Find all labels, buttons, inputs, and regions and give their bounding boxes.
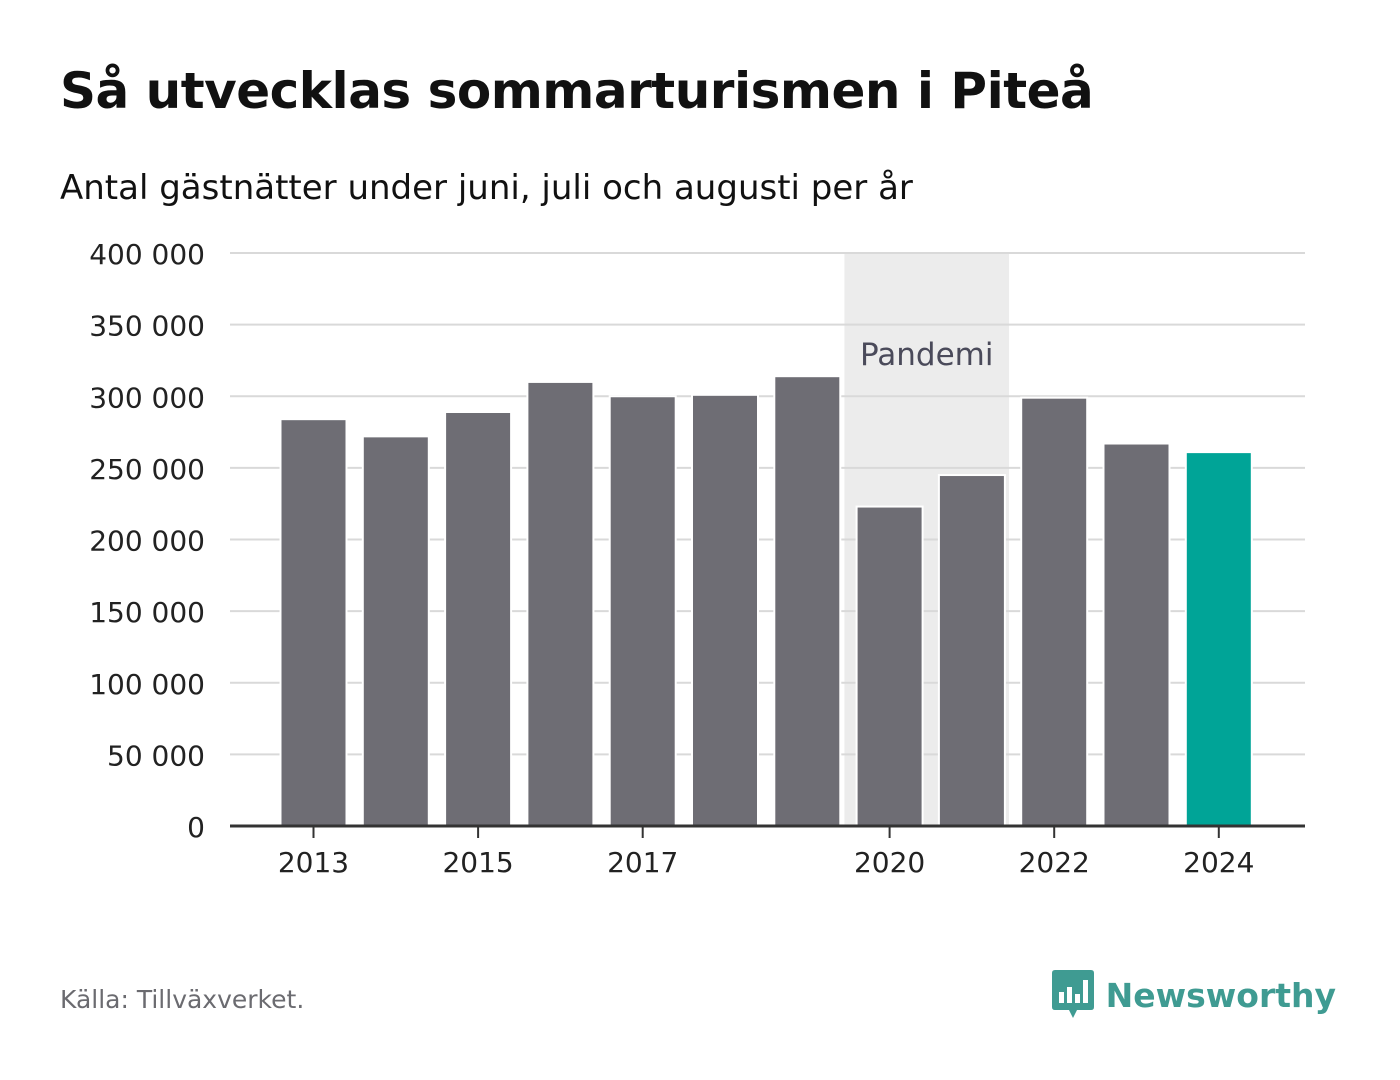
x-tick-label: 2013: [278, 846, 349, 879]
chart-subtitle: Antal gästnätter under juni, juli och au…: [60, 168, 913, 208]
bar-2016: [526, 380, 595, 827]
brand: Newsworthy: [1051, 970, 1336, 1020]
bar-2024: [1184, 451, 1253, 827]
bar-2020: [855, 505, 924, 827]
bar-2013: [279, 418, 348, 827]
newsworthy-logo-icon: [1051, 970, 1094, 1018]
y-tick-label: 300 000: [89, 381, 205, 414]
bar-2018: [691, 393, 759, 827]
y-tick-label: 400 000: [89, 238, 205, 271]
brand-name: Newsworthy: [1105, 975, 1336, 1015]
x-tick-label: 2024: [1183, 846, 1254, 879]
bar-2019: [773, 375, 842, 827]
pandemic-label: Pandemi: [860, 337, 994, 373]
bar-2023: [1102, 442, 1171, 827]
bar-2021: [937, 474, 1006, 827]
chart-title: Så utvecklas sommarturismen i Piteå: [60, 62, 1094, 120]
bar-2015: [444, 411, 513, 827]
y-tick-label: 150 000: [89, 596, 205, 629]
y-tick-label: 200 000: [89, 525, 205, 558]
x-tick-label: 2017: [607, 846, 678, 879]
bar-2017: [608, 395, 677, 827]
y-tick-label: 100 000: [89, 668, 205, 701]
x-tick-label: 2022: [1019, 846, 1090, 879]
bar-2022: [1020, 396, 1089, 827]
y-tick-label: 350 000: [89, 310, 205, 343]
x-tick-label: 2015: [442, 846, 513, 879]
y-tick-label: 0: [187, 811, 205, 844]
source-note: Källa: Tillväxverket.: [60, 985, 305, 1014]
y-tick-label: 250 000: [89, 453, 205, 486]
y-tick-label: 50 000: [107, 739, 205, 772]
x-tick-label: 2020: [854, 846, 925, 879]
bar-2014: [361, 435, 430, 827]
